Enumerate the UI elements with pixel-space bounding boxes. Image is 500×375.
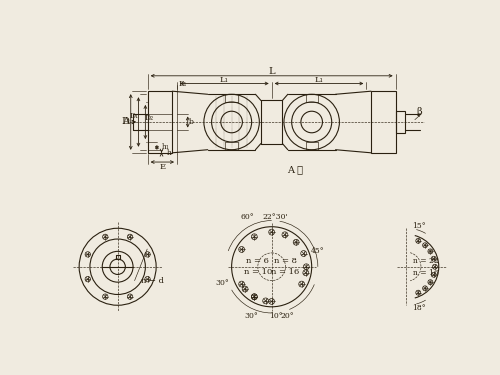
Text: 30°: 30° bbox=[216, 279, 229, 287]
Bar bbox=[396, 111, 405, 133]
Text: E: E bbox=[159, 163, 166, 171]
Text: 45°: 45° bbox=[311, 247, 324, 255]
Text: b: b bbox=[189, 118, 194, 126]
Text: 22°30': 22°30' bbox=[262, 213, 288, 222]
Text: 15°: 15° bbox=[412, 222, 426, 230]
Text: L₁: L₁ bbox=[314, 76, 324, 84]
Text: 20°: 20° bbox=[281, 312, 294, 320]
Text: h₁: h₁ bbox=[162, 143, 170, 152]
Text: A: A bbox=[122, 117, 129, 126]
Text: n − d: n − d bbox=[141, 277, 164, 285]
Text: h: h bbox=[167, 149, 172, 157]
Text: L: L bbox=[268, 68, 275, 76]
Text: 10°: 10° bbox=[268, 312, 282, 320]
Text: n = 10: n = 10 bbox=[244, 268, 272, 276]
Text: A 向: A 向 bbox=[287, 165, 303, 174]
Text: n = 6: n = 6 bbox=[246, 257, 269, 265]
Text: E₁: E₁ bbox=[178, 80, 187, 87]
Text: D₂: D₂ bbox=[144, 114, 154, 122]
Text: n = 16: n = 16 bbox=[412, 269, 438, 277]
Text: β: β bbox=[416, 108, 422, 117]
Text: 30°: 30° bbox=[245, 312, 258, 320]
Text: 60°: 60° bbox=[241, 213, 254, 222]
Text: 18°: 18° bbox=[412, 304, 426, 312]
Bar bbox=[371, 91, 396, 153]
Text: D: D bbox=[122, 117, 130, 126]
Text: n = 16: n = 16 bbox=[272, 268, 299, 276]
Bar bbox=[148, 91, 172, 153]
Text: n = 22: n = 22 bbox=[412, 256, 438, 265]
Text: L₁: L₁ bbox=[220, 76, 228, 84]
Text: n = 8: n = 8 bbox=[274, 257, 297, 265]
Text: D₁: D₁ bbox=[130, 112, 139, 120]
